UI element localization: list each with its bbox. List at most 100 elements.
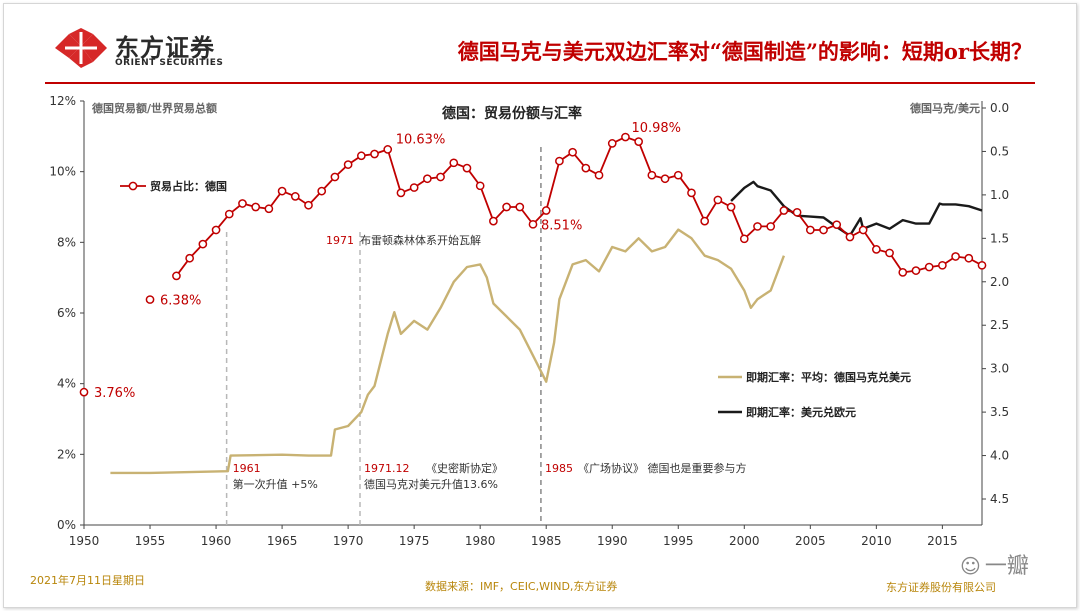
x-tick-label: 1950 — [69, 534, 100, 548]
company-logo: 东方证券 ORIENT SECURITIES — [55, 28, 255, 72]
trade-share-point-20 — [409, 183, 419, 192]
trade-share-point-33 — [581, 163, 591, 173]
event-note-1971: 布雷顿森林体系开始瓦解 — [360, 233, 481, 247]
trade-share-point-46 — [753, 222, 762, 231]
right-tick-label: 2.5 — [990, 318, 1009, 332]
right-tick-label: 0.0 — [990, 101, 1009, 115]
x-tick-label: 1995 — [663, 534, 694, 548]
x-tick-label: 1990 — [597, 534, 628, 548]
series-dm-usd-line — [110, 228, 786, 475]
trade-share-point-17 — [370, 149, 379, 159]
title-underline — [45, 82, 1035, 84]
trade-share-point-35 — [607, 139, 617, 148]
trade-share-point-15 — [343, 160, 353, 169]
trade-share-point-8 — [251, 202, 261, 212]
right-tick-label: 1.5 — [990, 231, 1009, 245]
trade-share-point-18 — [383, 145, 393, 154]
x-tick-label: 1955 — [135, 534, 166, 548]
series-trade-share-line — [175, 136, 983, 277]
event-year-1971-12: 1971.12 — [364, 462, 410, 475]
trade-share-point-60 — [938, 260, 947, 270]
x-tick-label: 1975 — [399, 534, 430, 548]
slide-frame — [3, 3, 1077, 608]
x-tick-label: 2005 — [795, 534, 826, 548]
trade-share-point-7 — [238, 199, 247, 208]
x-tick-label: 1960 — [201, 534, 232, 548]
wechat-icon: ☺ — [960, 554, 981, 578]
trade-share-point-36 — [621, 132, 630, 142]
trade-share-point-34 — [594, 170, 604, 180]
left-tick-label: 0% — [57, 518, 76, 532]
trade-share-point-23 — [449, 158, 459, 168]
data-label-2: 10.63% — [396, 132, 446, 147]
trade-share-point-25 — [475, 181, 485, 191]
chart-title: 德国：贸易份额与汇率 — [442, 105, 582, 122]
trade-share-point-39 — [660, 174, 670, 184]
trade-share-point-26 — [489, 216, 498, 226]
trade-share-point-27 — [502, 202, 511, 212]
trade-share-point-29 — [528, 219, 538, 229]
trade-share-point-53 — [845, 232, 855, 242]
trade-share-point-43 — [713, 195, 723, 205]
trade-share-point-37 — [634, 137, 643, 146]
trade-share-point-61 — [951, 252, 960, 261]
x-tick-label: 1970 — [333, 534, 364, 548]
left-axis-label: 德国贸易额/世界贸易总额 — [91, 101, 217, 115]
trade-share-point-19 — [396, 188, 406, 198]
event-note-1961: 第一次升值 +5% — [233, 477, 318, 491]
trade-share-point-28 — [515, 202, 525, 212]
trade-share-point-32 — [568, 147, 577, 157]
trade-share-point-31 — [555, 156, 564, 166]
right-tick-label: 4.0 — [990, 449, 1009, 463]
right-tick-label: 0.5 — [990, 144, 1009, 158]
right-tick-label: 3.0 — [990, 362, 1009, 376]
trade-share-point-5 — [211, 225, 221, 235]
x-tick-label: 1980 — [465, 534, 496, 548]
trade-share-point-11 — [290, 192, 300, 201]
trade-share-point-59 — [924, 262, 934, 272]
trade-share-point-3 — [185, 253, 194, 263]
trade-share-point-14 — [330, 172, 340, 182]
legend-label-usd-eur: 即期汇率：美元兑欧元 — [746, 405, 856, 419]
trade-share-point-40 — [673, 170, 683, 180]
legend-label-trade-share: 贸易占比：德国 — [150, 179, 227, 193]
wechat-watermark: ☺ 一瓣 — [960, 548, 1029, 580]
trade-share-point-52 — [832, 220, 842, 230]
left-tick-label: 12% — [49, 94, 76, 108]
orient-logo-icon — [55, 28, 107, 68]
trade-share-point-1 — [145, 295, 155, 304]
trade-share-point-0 — [79, 387, 89, 397]
wechat-watermark-text: 一瓣 — [984, 554, 1029, 579]
trade-share-point-49 — [792, 207, 802, 217]
trade-share-point-2 — [172, 271, 181, 281]
slide-title: 德国马克与美元双边汇率对“德国制造”的影响：短期or长期？ — [457, 39, 1032, 64]
trade-share-point-56 — [885, 248, 894, 258]
trade-share-point-22 — [436, 172, 445, 182]
footer-company: 东方证券股份有限公司 — [886, 581, 996, 594]
footer-source: 数据来源：IMF，CEIC,WIND,东方证券 — [425, 580, 618, 593]
trade-share-point-21 — [423, 174, 432, 184]
trade-share-point-12 — [304, 200, 313, 210]
left-tick-label: 8% — [57, 235, 76, 249]
right-tick-label: 1.0 — [990, 188, 1009, 202]
series-usd-eur-line — [730, 180, 983, 237]
trade-share-point-4 — [198, 239, 208, 249]
trade-share-point-57 — [898, 268, 908, 277]
logo-english-text: ORIENT SECURITIES — [115, 58, 224, 68]
trade-share-point-42 — [700, 216, 710, 226]
x-tick-label: 2000 — [729, 534, 760, 548]
trade-share-point-44 — [726, 202, 736, 212]
event-year-1961: 1961 — [233, 462, 261, 475]
right-tick-label: 4.5 — [990, 492, 1009, 506]
trade-share-point-16 — [356, 151, 366, 161]
trade-share-point-9 — [264, 204, 274, 214]
footer-date: 2021年7月11日星期日 — [30, 574, 145, 587]
trade-share-point-10 — [277, 186, 287, 196]
event-year-1985: 1985 — [545, 462, 573, 475]
data-label-0: 3.76% — [94, 386, 135, 401]
data-label-4: 10.98% — [631, 121, 681, 136]
trade-share-point-38 — [647, 170, 657, 180]
trade-share-point-6 — [224, 209, 234, 219]
trade-share-point-24 — [462, 163, 472, 173]
